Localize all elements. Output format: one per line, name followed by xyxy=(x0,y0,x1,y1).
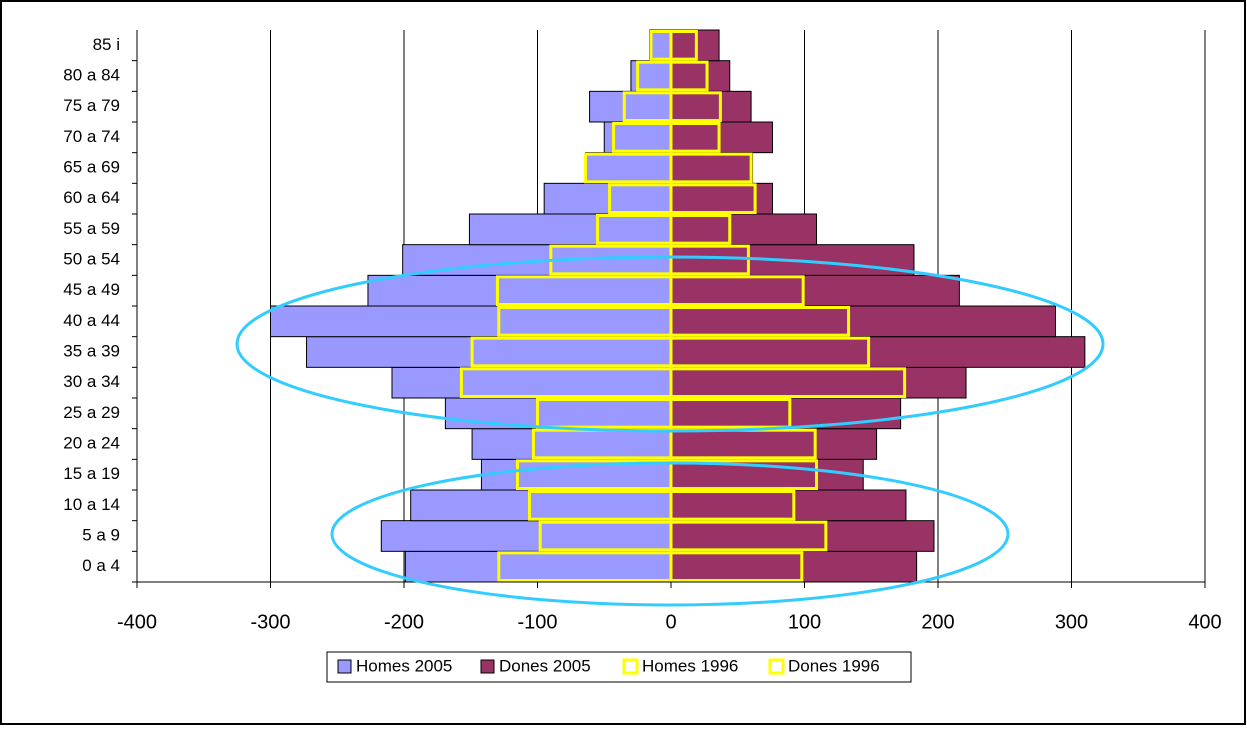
bar xyxy=(669,183,757,214)
y-tick-label: 10 a 14 xyxy=(63,495,120,514)
bar xyxy=(669,244,750,276)
x-tick-label: 100 xyxy=(788,611,821,633)
bar xyxy=(669,459,819,491)
bar xyxy=(543,182,672,215)
x-tick-label: 0 xyxy=(665,611,676,633)
bar xyxy=(603,121,672,154)
bar xyxy=(670,152,753,184)
y-tick-label: 35 a 39 xyxy=(63,341,120,360)
y-tick-label: 45 a 49 xyxy=(63,280,120,299)
bar xyxy=(306,336,672,368)
bar xyxy=(589,90,672,123)
bar xyxy=(471,428,672,460)
highlight-ellipse xyxy=(330,461,1010,607)
bar xyxy=(670,428,878,460)
y-tick-label: 30 a 34 xyxy=(63,372,120,391)
y-tick-label: 40 a 44 xyxy=(63,311,120,330)
bar xyxy=(444,397,672,430)
x-tick-label: -300 xyxy=(250,611,290,633)
bar xyxy=(670,550,918,583)
y-tick-label: 25 a 29 xyxy=(63,403,120,422)
y-tick-label: 80 a 84 xyxy=(63,65,120,84)
bar xyxy=(670,336,1086,368)
y-tick-label: 85 i xyxy=(93,35,120,54)
y-tick-label: 70 a 74 xyxy=(63,127,120,146)
bar xyxy=(670,274,960,307)
bar xyxy=(670,520,935,552)
bar xyxy=(670,182,773,215)
bar xyxy=(669,551,804,582)
bar xyxy=(669,122,721,153)
bar xyxy=(669,30,698,61)
x-tick-label: -100 xyxy=(517,611,557,633)
y-tick-label: 55 a 59 xyxy=(63,219,120,238)
bar xyxy=(585,152,672,184)
y-tick-label: 60 a 64 xyxy=(63,188,120,207)
bar xyxy=(669,214,732,245)
bar xyxy=(670,90,752,123)
y-tick-label: 0 a 4 xyxy=(82,556,120,575)
bar xyxy=(670,397,902,430)
bar xyxy=(380,520,672,552)
bar xyxy=(669,60,709,92)
legend-marker xyxy=(480,659,495,674)
bar xyxy=(669,275,805,307)
legend-label: Homes 1996 xyxy=(642,656,738,675)
legend-marker xyxy=(622,658,639,675)
bar xyxy=(669,490,796,521)
bar xyxy=(669,152,753,184)
x-tick-label: -200 xyxy=(384,611,424,633)
y-tick-label: 75 a 79 xyxy=(63,96,120,115)
bar xyxy=(669,336,871,368)
bar xyxy=(367,274,672,307)
annotations xyxy=(235,255,1105,607)
legend-marker xyxy=(768,658,785,675)
y-tick-label: 20 a 24 xyxy=(63,433,120,452)
bar xyxy=(649,29,672,62)
highlight-ellipse xyxy=(235,255,1105,433)
bar xyxy=(670,60,731,92)
bar xyxy=(669,306,851,337)
bar xyxy=(669,367,907,399)
bar xyxy=(669,520,828,552)
legend-marker xyxy=(337,659,352,674)
bar xyxy=(468,213,672,246)
y-tick-label: 5 a 9 xyxy=(82,525,120,544)
bar xyxy=(410,489,672,522)
bar xyxy=(404,550,672,583)
legend-label: Dones 1996 xyxy=(788,656,880,675)
x-tick-label: -400 xyxy=(117,611,157,633)
legend: Homes 2005 Dones 2005 Homes 1996 Dones 1996 xyxy=(326,651,912,683)
y-tick-label: 65 a 69 xyxy=(63,157,120,176)
bar xyxy=(670,121,773,154)
axes: -400 -300 -200 -100 0 100 200 300 400 0 a 4 5 a 9 1… xyxy=(63,30,1222,633)
bar xyxy=(669,91,722,123)
legend-box xyxy=(326,651,912,683)
bar xyxy=(670,305,1056,338)
x-tick-label: 300 xyxy=(1055,611,1088,633)
bar xyxy=(670,489,907,522)
bar xyxy=(670,213,818,246)
bar xyxy=(270,305,672,338)
bar xyxy=(670,366,967,399)
legend-label: Dones 2005 xyxy=(499,656,591,675)
bar xyxy=(391,366,672,399)
y-tick-label: 50 a 54 xyxy=(63,249,120,268)
x-tick-label: 200 xyxy=(921,611,954,633)
x-tick-label: 400 xyxy=(1188,611,1221,633)
y-tick-label: 15 a 19 xyxy=(63,464,120,483)
legend-label: Homes 2005 xyxy=(356,656,452,675)
bar xyxy=(669,398,792,429)
